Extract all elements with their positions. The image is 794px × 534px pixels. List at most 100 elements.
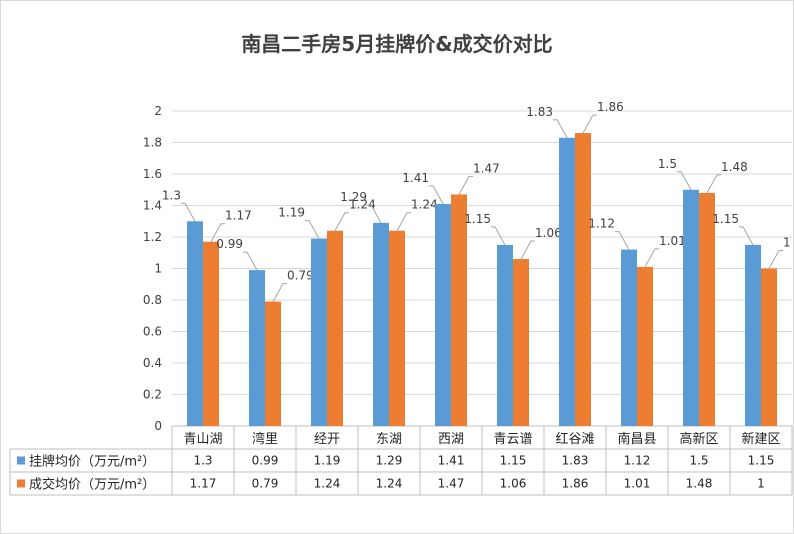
bar <box>637 266 653 426</box>
data-label: 1.01 <box>659 234 686 248</box>
table-value: 1.29 <box>376 454 403 468</box>
table-value: 1.83 <box>562 454 589 468</box>
data-label: 1.17 <box>225 209 252 223</box>
table-value: 1.24 <box>376 477 403 491</box>
data-label: 1.24 <box>411 198 438 212</box>
data-label: 1.12 <box>588 217 615 231</box>
bar <box>265 301 281 426</box>
data-label: 1.06 <box>535 226 562 240</box>
bar <box>451 194 467 426</box>
y-tick-label: 0.8 <box>143 293 162 307</box>
table-value: 1.47 <box>438 477 465 491</box>
data-label-leader <box>491 226 506 246</box>
data-label: 1.47 <box>473 161 500 175</box>
bar <box>497 244 513 426</box>
table-value: 1.06 <box>500 477 527 491</box>
data-label: 1.15 <box>712 212 739 226</box>
data-label: 1.29 <box>340 190 367 204</box>
data-label: 0.99 <box>216 237 243 251</box>
data-label-leader <box>520 240 535 260</box>
table-value: 1.15 <box>500 454 527 468</box>
data-label-leader <box>210 223 225 242</box>
bar <box>435 203 451 426</box>
data-label: 1.41 <box>402 171 429 185</box>
bar <box>327 230 343 426</box>
bar <box>187 221 203 426</box>
data-label-leader <box>644 248 659 268</box>
legend-label: 挂牌均价（万元/m²） <box>29 454 155 470</box>
bar <box>621 249 637 426</box>
data-label: 1.83 <box>526 105 553 119</box>
legend-label: 成交均价（万元/m²） <box>29 477 155 493</box>
table-value: 1.86 <box>562 477 589 491</box>
table-value: 1.3 <box>193 454 212 468</box>
data-label-leader <box>367 204 382 224</box>
data-label-leader <box>582 114 597 134</box>
data-label-leader <box>615 231 630 250</box>
category-label: 经开 <box>314 432 340 447</box>
table-value: 1.19 <box>314 454 341 468</box>
table-value: 1.48 <box>686 477 713 491</box>
category-label: 东湖 <box>376 432 402 447</box>
data-label-leader <box>677 171 692 190</box>
data-label-leader <box>334 212 349 231</box>
data-label: 1.48 <box>721 160 748 174</box>
legend-swatch <box>17 456 25 465</box>
data-label-leader <box>181 202 196 222</box>
bar <box>559 137 575 426</box>
category-label: 青山湖 <box>183 432 222 447</box>
y-tick-label: 2 <box>154 104 162 118</box>
category-label: 南昌县 <box>617 431 656 447</box>
bar <box>745 244 761 426</box>
category-label: 新建区 <box>741 431 780 447</box>
bar <box>373 222 389 426</box>
chart-title: 南昌二手房5月挂牌价&成交价对比 <box>241 32 553 56</box>
data-label: 1.19 <box>278 206 305 220</box>
bar <box>249 270 265 426</box>
data-label: 0.79 <box>287 269 314 283</box>
category-label: 红谷滩 <box>555 431 594 447</box>
y-tick-label: 1.2 <box>143 230 162 244</box>
bar <box>699 192 715 426</box>
data-label-leader <box>429 185 444 205</box>
bar <box>761 268 777 426</box>
table-value: 1.5 <box>689 454 708 468</box>
data-label-leader <box>706 174 721 194</box>
category-label: 青云谱 <box>493 432 532 447</box>
table-value: 1.12 <box>624 454 651 468</box>
table-value: 1.17 <box>190 477 217 491</box>
bar <box>575 133 591 427</box>
bar <box>389 230 405 426</box>
y-tick-label: 1.4 <box>143 199 162 213</box>
data-label: 1.15 <box>464 212 491 226</box>
data-label-leader <box>305 220 320 239</box>
data-label-leader <box>739 226 754 246</box>
y-tick-label: 0.4 <box>143 356 162 370</box>
data-label-leader <box>553 119 568 139</box>
y-tick-label: 1.8 <box>143 136 162 150</box>
category-label: 湾里 <box>252 431 278 447</box>
y-tick-label: 0 <box>154 419 162 433</box>
category-label: 高新区 <box>679 431 718 447</box>
bar <box>311 238 327 426</box>
data-label: 1.5 <box>658 157 677 171</box>
table-value: 0.99 <box>252 454 279 468</box>
table-value: 1.24 <box>314 477 341 491</box>
table-value: 1 <box>757 477 765 491</box>
data-label: 1 <box>783 236 791 250</box>
bar <box>513 259 529 426</box>
data-label-leader <box>768 250 783 269</box>
data-label: 1.3 <box>162 188 181 202</box>
data-label-leader <box>272 283 287 302</box>
table-value: 1.15 <box>748 454 775 468</box>
bar <box>683 189 699 426</box>
y-tick-label: 1 <box>154 262 162 276</box>
legend-swatch <box>17 479 25 488</box>
data-label-leader <box>458 175 473 195</box>
data-label-leader <box>396 212 411 231</box>
y-tick-label: 0.6 <box>143 325 162 339</box>
table-value: 0.79 <box>252 477 279 491</box>
y-tick-label: 1.6 <box>143 167 162 181</box>
table-value: 1.41 <box>438 454 465 468</box>
data-label-leader <box>243 251 258 271</box>
